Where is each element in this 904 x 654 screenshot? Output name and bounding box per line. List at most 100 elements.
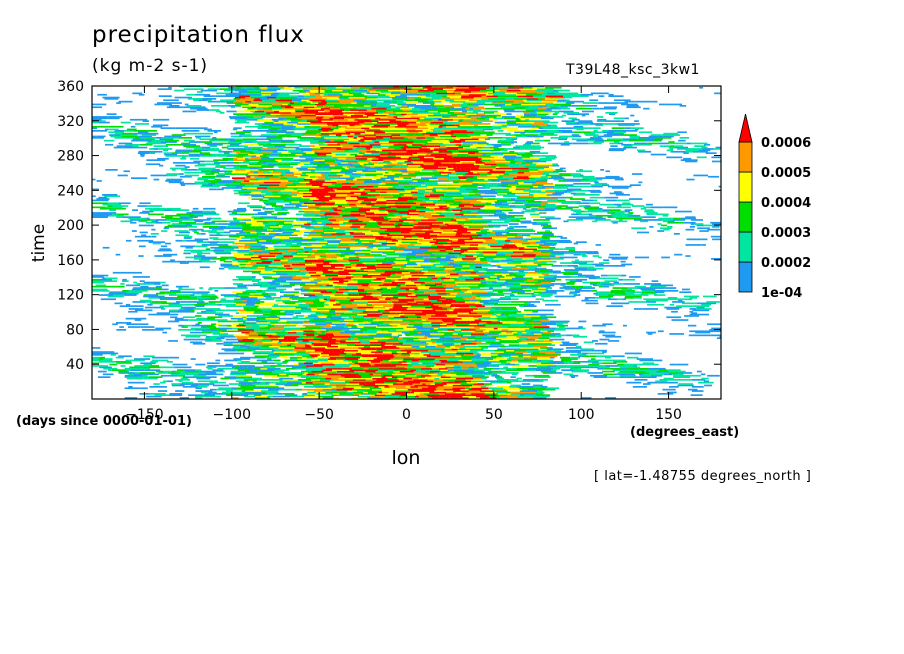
field-cell (467, 337, 482, 339)
field-cell (272, 228, 279, 231)
field-cell (276, 329, 292, 331)
field-cell (464, 301, 480, 303)
field-cell (345, 380, 358, 383)
field-cell (439, 326, 458, 328)
field-cell (456, 284, 467, 287)
field-cell (310, 274, 321, 277)
field-cell (537, 259, 551, 262)
field-cell (416, 330, 431, 333)
field-cell (583, 341, 594, 344)
field-cell (406, 393, 415, 395)
field-cell (261, 256, 277, 259)
field-cell (183, 310, 195, 313)
field-cell (446, 271, 457, 274)
field-cell (526, 320, 533, 323)
field-cell (485, 239, 496, 242)
field-cell (318, 358, 329, 360)
field-cell (515, 276, 524, 278)
field-cell (431, 213, 440, 216)
field-cell (319, 206, 332, 209)
field-cell (454, 331, 472, 334)
field-cell (463, 213, 479, 216)
field-cell (303, 362, 313, 365)
field-cell (338, 271, 349, 274)
field-cell (406, 255, 416, 257)
field-cell (701, 238, 708, 241)
field-cell (272, 280, 286, 282)
field-cell (350, 333, 356, 335)
field-cell (270, 231, 276, 234)
field-cell (445, 287, 454, 289)
field-cell (403, 381, 421, 384)
field-cell (408, 323, 424, 326)
field-cell (460, 388, 469, 391)
field-cell (592, 340, 598, 342)
field-cell (379, 315, 389, 317)
field-cell (411, 234, 416, 237)
field-cell (336, 358, 346, 360)
field-cell (582, 355, 590, 358)
field-cell (338, 251, 355, 253)
field-cell (311, 308, 317, 310)
field-cell (109, 214, 124, 217)
field-cell (283, 239, 292, 242)
field-cell (421, 316, 430, 319)
field-cell (330, 209, 335, 211)
field-cell (315, 323, 327, 326)
field-cell (359, 333, 377, 335)
field-cell (393, 370, 400, 373)
field-cell (447, 241, 452, 243)
field-cell (407, 388, 416, 391)
field-cell (196, 214, 204, 217)
field-cell (421, 242, 435, 245)
field-cell (195, 363, 206, 366)
field-cell (272, 269, 284, 271)
field-cell (449, 358, 463, 360)
field-cell (446, 205, 459, 207)
field-cell (424, 271, 436, 274)
field-cell (196, 241, 208, 243)
field-cell (477, 323, 483, 326)
field-cell (261, 292, 269, 295)
field-cell (462, 235, 473, 238)
field-cell (587, 267, 604, 270)
field-cell (473, 255, 478, 257)
field-cell (273, 207, 282, 210)
field-cell (140, 299, 152, 302)
field-cell (260, 381, 266, 384)
field-cell (399, 219, 416, 221)
field-cell (198, 376, 205, 378)
field-cell (402, 305, 411, 307)
field-cell (179, 308, 185, 310)
field-cell (428, 395, 440, 398)
field-cell (267, 358, 272, 360)
field-cell (177, 369, 184, 371)
field-cell (565, 295, 576, 298)
field-cell (689, 297, 697, 299)
field-cell (539, 379, 548, 381)
field-cell (570, 356, 580, 359)
field-cell (92, 281, 105, 284)
field-cell (263, 374, 278, 377)
field-cell (386, 253, 401, 256)
field-cell (526, 287, 539, 289)
field-cell (436, 316, 444, 319)
field-cell (332, 323, 346, 326)
field-cell (477, 210, 489, 213)
field-cell (156, 312, 170, 314)
field-cell (170, 373, 186, 376)
field-cell (337, 283, 348, 285)
field-cell (519, 329, 525, 331)
field-cell (446, 390, 454, 392)
field-cell (345, 276, 354, 278)
field-cell (525, 205, 542, 207)
field-cell (353, 387, 370, 390)
field-cell (339, 227, 352, 230)
field-cell (397, 376, 413, 378)
field-cell (439, 331, 451, 334)
field-cell (439, 395, 447, 398)
field-cell (375, 335, 384, 338)
field-cell (569, 256, 578, 259)
field-cell (473, 269, 485, 271)
field-cell (175, 234, 186, 237)
